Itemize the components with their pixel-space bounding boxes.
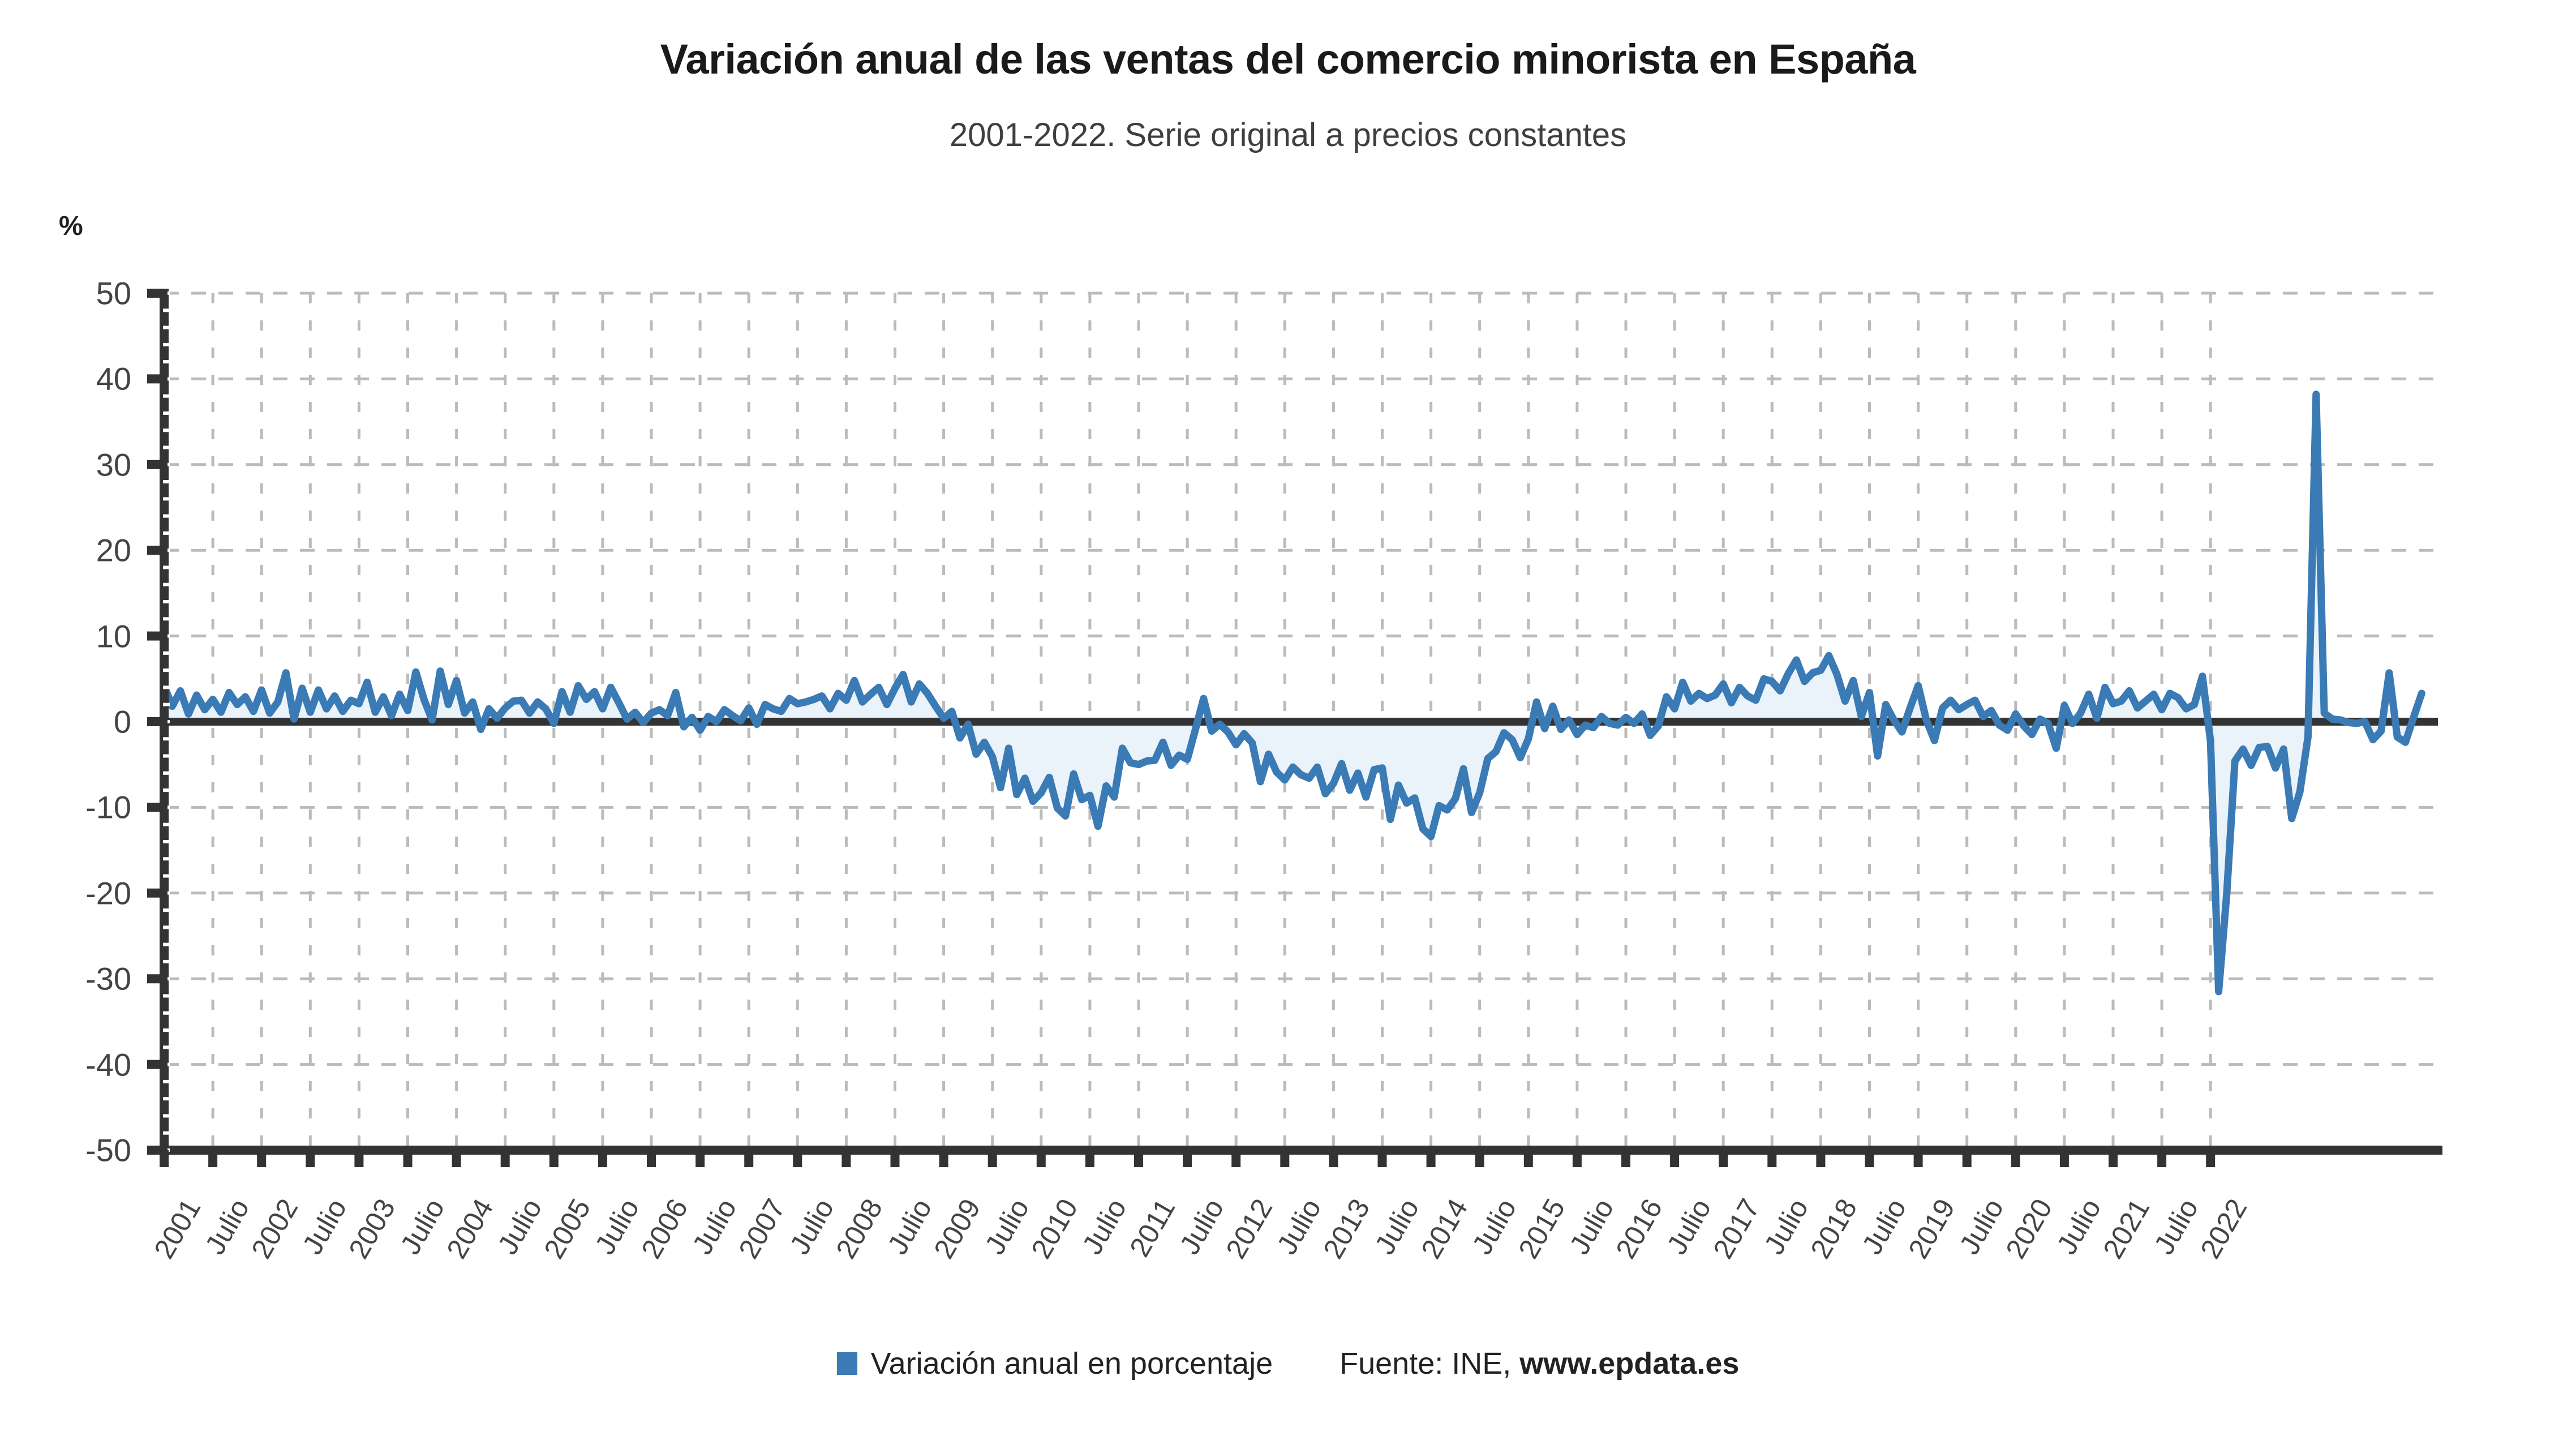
y-axis-tick-label: 50: [96, 275, 131, 311]
x-axis-tick-label: 2022: [2194, 1193, 2253, 1264]
x-axis-tick-label: 2008: [830, 1193, 889, 1264]
source-attribution: Fuente: INE, www.epdata.es: [1339, 1346, 1739, 1381]
x-axis-tick-label: 2009: [927, 1193, 986, 1264]
x-axis-tick-label: 2006: [635, 1193, 694, 1264]
y-axis-tick-label: 20: [96, 532, 131, 568]
y-axis-tick-label: -20: [85, 875, 131, 911]
x-axis-tick-label: 2021: [2097, 1193, 2156, 1264]
y-axis-tick-label: 0: [113, 704, 131, 740]
legend-entry-variacion-anual[interactable]: Variación anual en porcentaje: [836, 1346, 1273, 1381]
x-axis-tick-label: Julio: [1855, 1193, 1912, 1260]
series-line: [160, 391, 2425, 996]
x-axis-tick-label: Julio: [1758, 1193, 1815, 1260]
x-axis-tick-label: Julio: [589, 1193, 646, 1260]
x-axis-tick-label: 2019: [1901, 1193, 1961, 1264]
x-axis-tick-label: Julio: [686, 1193, 743, 1260]
series-plot: [147, 289, 2442, 1167]
x-axis-tick-label: Julio: [2050, 1193, 2107, 1260]
x-axis-tick-label: 2012: [1220, 1193, 1279, 1264]
y-axis-tick-label: 40: [96, 361, 131, 397]
x-axis-tick-label: Julio: [1076, 1193, 1133, 1260]
y-axis-tick-label: -10: [85, 789, 131, 825]
x-axis-tick-label: 2002: [245, 1193, 304, 1264]
y-axis-tick-label: -40: [85, 1047, 131, 1083]
plot-area: [147, 289, 2442, 1167]
source-prefix: Fuente: INE,: [1339, 1347, 1520, 1381]
x-axis-tick-label: 2011: [1123, 1193, 1182, 1262]
x-axis-tick-label: Julio: [296, 1193, 353, 1260]
x-axis-tick-label: Julio: [1173, 1193, 1230, 1260]
x-axis-tick-label: Julio: [881, 1193, 938, 1260]
legend-label: Variación anual en porcentaje: [870, 1347, 1273, 1381]
y-axis-tick-label: 10: [96, 618, 131, 654]
x-axis-tick-label: Julio: [783, 1193, 840, 1260]
x-axis-tick-label: 2017: [1707, 1193, 1766, 1264]
chart-subtitle: 2001-2022. Serie original a precios cons…: [949, 117, 1627, 153]
x-axis-tick-label: 2020: [1999, 1193, 2059, 1264]
x-axis-tick-label: 2007: [732, 1193, 792, 1264]
x-axis-tick-label: 2003: [342, 1193, 402, 1264]
x-axis-tick-label: Julio: [393, 1193, 450, 1260]
x-axis-tick-label: Julio: [1563, 1193, 1620, 1260]
x-axis-tick-label: Julio: [2148, 1193, 2205, 1260]
x-axis-tick-label: Julio: [1368, 1193, 1425, 1260]
x-axis-tick-label: Julio: [199, 1193, 256, 1260]
x-axis-tick-label: Julio: [1466, 1193, 1523, 1260]
x-axis-tick-label: 2005: [538, 1193, 597, 1264]
x-axis-tick-label: 2015: [1512, 1193, 1572, 1264]
y-axis-tick-label: -50: [85, 1132, 131, 1168]
chart-footer: Variación anual en porcentaje Fuente: IN…: [0, 1346, 2576, 1381]
x-axis-tick-label: Julio: [1660, 1193, 1718, 1260]
x-axis-tick-label: 2001: [148, 1193, 207, 1264]
source-site-link[interactable]: www.epdata.es: [1519, 1347, 1740, 1381]
y-axis-unit-label: %: [59, 211, 83, 241]
y-axis-tick-label: 30: [96, 447, 131, 483]
x-axis-tick-label: Julio: [978, 1193, 1036, 1260]
x-axis-tick-label: 2013: [1317, 1193, 1376, 1264]
x-axis-tick-label: Julio: [1953, 1193, 2010, 1260]
chart-title: Variación anual de las ventas del comerc…: [660, 36, 1916, 83]
x-axis-tick-label: Julio: [1270, 1193, 1328, 1260]
legend-color-swatch: [836, 1352, 857, 1375]
series-area-fill: [164, 394, 2422, 992]
x-axis-tick-label: Julio: [491, 1193, 548, 1260]
x-axis-tick-label: 2018: [1804, 1193, 1864, 1264]
x-axis-tick-label: 2004: [440, 1193, 499, 1264]
x-axis-tick-label: 2014: [1414, 1193, 1474, 1264]
x-axis-tick-label: 2010: [1025, 1193, 1084, 1264]
y-axis-tick-label: -30: [85, 961, 131, 997]
x-axis-tick-label: 2016: [1609, 1193, 1669, 1264]
